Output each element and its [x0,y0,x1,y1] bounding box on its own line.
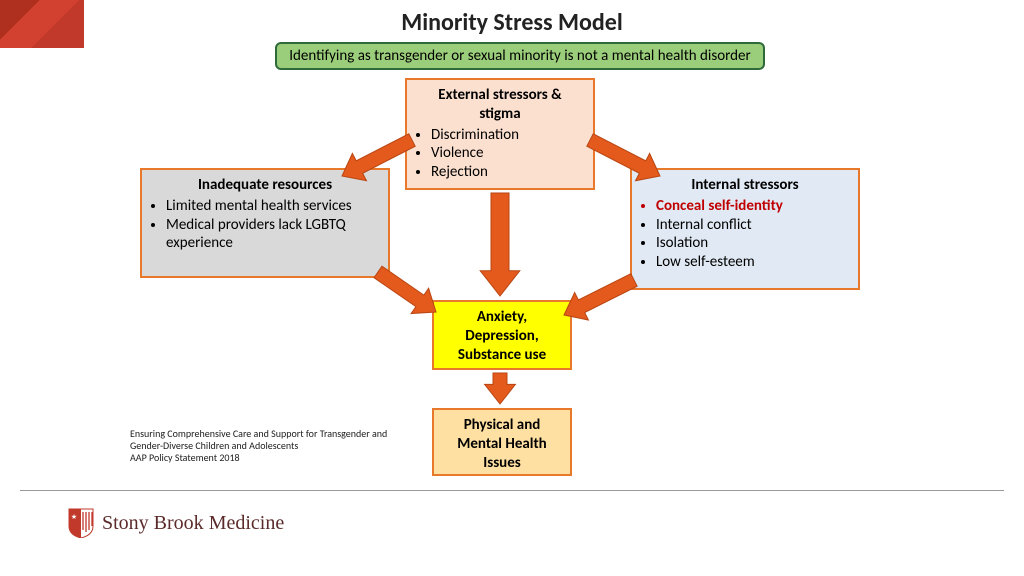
box-header: Internal stressors [642,176,848,195]
box-bullets: Conceal self-identityInternal conflictIs… [642,197,848,272]
box-header: Physical and Mental Health Issues [444,416,560,472]
list-item: Violence [431,144,583,163]
shield-icon: ★ [68,508,94,538]
slide-title: Minority Stress Model [0,8,1024,37]
list-item: Medical providers lack LGBTQ experience [166,216,378,254]
list-item: Limited mental health services [166,197,378,216]
list-item: Rejection [431,163,583,182]
logo-text: Stony Brook Medicine [102,512,284,535]
box-bullets: DiscriminationViolenceRejection [417,126,583,182]
banner-box: Identifying as transgender or sexual min… [275,42,765,70]
box-header: External stressors & stigma [417,86,583,124]
list-item: Conceal self-identity [656,197,848,216]
list-item: Internal conflict [656,216,848,235]
citation-text: Ensuring Comprehensive Care and Support … [130,428,387,464]
list-item: Discrimination [431,126,583,145]
logo: ★ Stony Brook Medicine [68,508,284,538]
box-anxiety: Anxiety, Depression, Substance use [432,300,572,370]
banner-text: Identifying as transgender or sexual min… [289,47,750,66]
box-inadequate-resources: Inadequate resources Limited mental heal… [140,168,390,278]
box-external-stressors: External stressors & stigma Discriminati… [405,78,595,190]
box-header: Anxiety, Depression, Substance use [444,308,560,364]
svg-text:★: ★ [71,512,77,521]
box-physical-mental: Physical and Mental Health Issues [432,408,572,476]
list-item: Isolation [656,234,848,253]
box-internal-stressors: Internal stressors Conceal self-identity… [630,168,860,290]
box-header: Inadequate resources [152,176,378,195]
list-item: Low self-esteem [656,253,848,272]
box-bullets: Limited mental health servicesMedical pr… [152,197,378,253]
footer-divider [20,490,1004,491]
